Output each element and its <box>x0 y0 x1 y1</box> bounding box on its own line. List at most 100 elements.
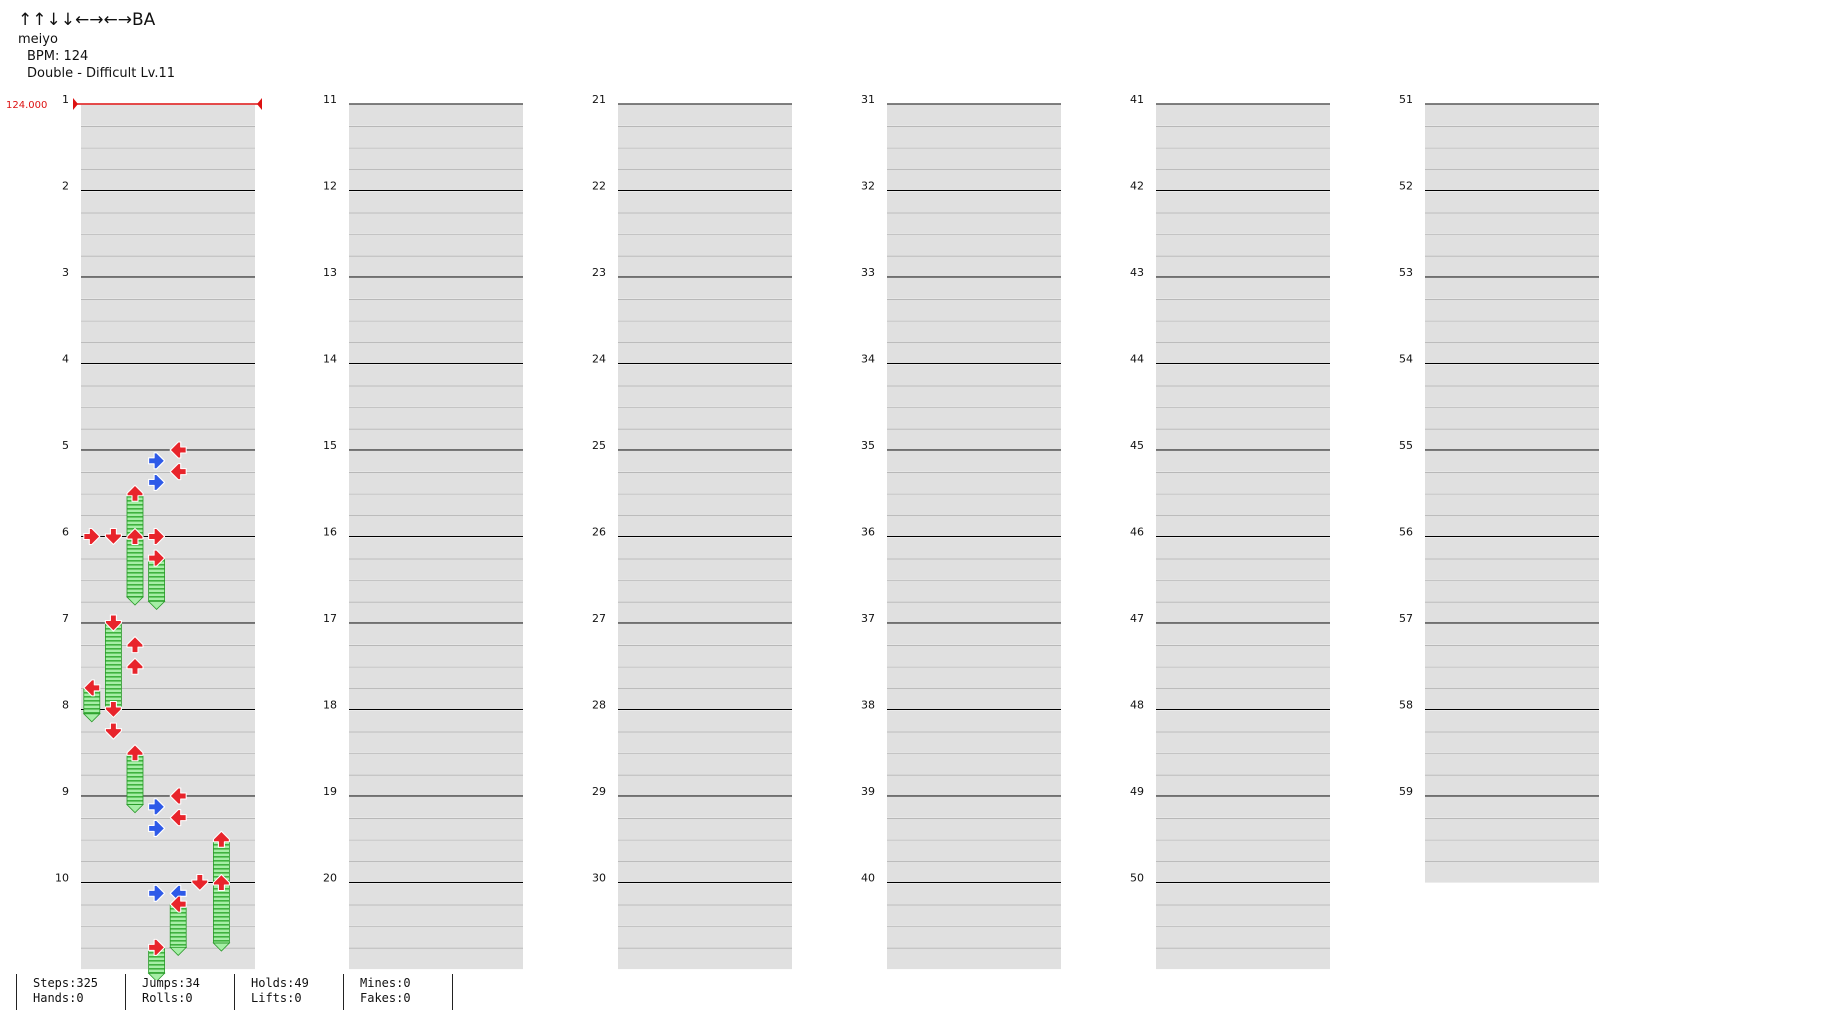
arrow-up-icon <box>126 636 144 654</box>
beat-band <box>81 688 255 710</box>
beat-band <box>618 126 792 148</box>
chart-stats: Steps:325 Hands:0 Jumps:34 Rolls:0 Holds… <box>16 974 454 1010</box>
beat-band <box>349 861 523 883</box>
beat-band <box>887 537 1061 559</box>
beat-band <box>618 710 792 732</box>
bpm-change-marker: 124.000 <box>6 98 262 111</box>
beat-band <box>1425 148 1599 169</box>
beat-band <box>1425 364 1599 386</box>
measure-number: 51 <box>1399 93 1413 106</box>
arrow-right-icon <box>148 452 166 470</box>
measure-number: 34 <box>861 353 875 366</box>
beat-band <box>1156 537 1330 559</box>
beat-band <box>349 321 523 342</box>
measure-number: 7 <box>62 612 69 625</box>
measure-number: 48 <box>1130 699 1144 712</box>
beat-band <box>618 558 792 580</box>
beat-band <box>618 840 792 861</box>
beat-band <box>349 385 523 407</box>
beat-band <box>1156 840 1330 861</box>
beat-band <box>887 191 1061 213</box>
measure-number: 36 <box>861 526 875 539</box>
arrow-left-icon <box>169 787 187 805</box>
measure-number: 57 <box>1399 612 1413 625</box>
beat-band <box>887 602 1061 624</box>
beat-band <box>618 515 792 537</box>
beat-band <box>81 256 255 278</box>
beat-band <box>887 385 1061 407</box>
arrow-left-icon <box>169 441 187 459</box>
measure-number: 32 <box>861 180 875 193</box>
beat-band <box>887 169 1061 191</box>
measure-number: 8 <box>62 699 69 712</box>
beat-band <box>1425 191 1599 213</box>
beat-band <box>81 537 255 559</box>
song-bpm: BPM: 124 <box>27 49 89 64</box>
beat-band <box>1156 212 1330 234</box>
beat-band <box>887 667 1061 688</box>
measure-number: 2 <box>62 180 69 193</box>
beat-band <box>887 688 1061 710</box>
measure-number: 43 <box>1130 266 1144 279</box>
beat-band <box>81 580 255 602</box>
beat-band <box>349 731 523 753</box>
beat-band <box>1156 667 1330 688</box>
measure-number: 18 <box>323 699 337 712</box>
beat-band <box>349 710 523 732</box>
beat-band <box>618 667 792 688</box>
beat-band <box>349 645 523 667</box>
measure-number: 53 <box>1399 266 1413 279</box>
beat-band <box>887 840 1061 861</box>
beat-band <box>618 450 792 472</box>
beat-band <box>1425 731 1599 753</box>
beat-band <box>1156 494 1330 515</box>
measure-number: 14 <box>323 353 337 366</box>
measure-number: 27 <box>592 612 606 625</box>
beat-band <box>81 450 255 472</box>
beat-band <box>1425 667 1599 688</box>
beat-band <box>1425 126 1599 148</box>
beat-band <box>618 948 792 970</box>
stat-group-jumps: Jumps:34 Rolls:0 <box>125 974 234 1010</box>
measure-number: 5 <box>62 439 69 452</box>
beat-band <box>349 342 523 364</box>
beat-band <box>887 364 1061 386</box>
arrow-right-icon <box>148 938 166 956</box>
beat-band <box>1425 234 1599 256</box>
measure-number: 12 <box>323 180 337 193</box>
beat-band <box>1156 342 1330 364</box>
beat-band <box>1425 429 1599 451</box>
beat-band <box>81 753 255 775</box>
step-chart: 1234567891011121314151617181920212223242… <box>6 93 1599 980</box>
beat-band <box>81 169 255 191</box>
beat-band <box>1425 537 1599 559</box>
arrow-down-icon <box>104 614 122 632</box>
beat-band <box>618 602 792 624</box>
beat-band <box>1425 212 1599 234</box>
beat-band <box>1156 234 1330 256</box>
beat-band <box>349 818 523 840</box>
beat-band <box>1425 710 1599 732</box>
beat-band <box>887 472 1061 494</box>
beat-band <box>349 472 523 494</box>
measure-number: 59 <box>1399 785 1413 798</box>
measure-number: 58 <box>1399 699 1413 712</box>
beat-band <box>349 148 523 169</box>
beat-band <box>1156 623 1330 645</box>
hold-body <box>147 946 166 980</box>
beat-band <box>349 450 523 472</box>
beat-band <box>618 472 792 494</box>
beat-band <box>1156 580 1330 602</box>
measure-number: 23 <box>592 266 606 279</box>
measure-number: 33 <box>861 266 875 279</box>
measure-number: 16 <box>323 526 337 539</box>
measure-number: 19 <box>323 785 337 798</box>
measure-number: 6 <box>62 526 69 539</box>
beat-band <box>81 277 255 299</box>
beat-band <box>1425 450 1599 472</box>
beat-band <box>618 883 792 905</box>
measure-number: 4 <box>62 353 69 366</box>
beat-band <box>887 580 1061 602</box>
beat-band <box>349 407 523 429</box>
beat-band <box>349 104 523 126</box>
